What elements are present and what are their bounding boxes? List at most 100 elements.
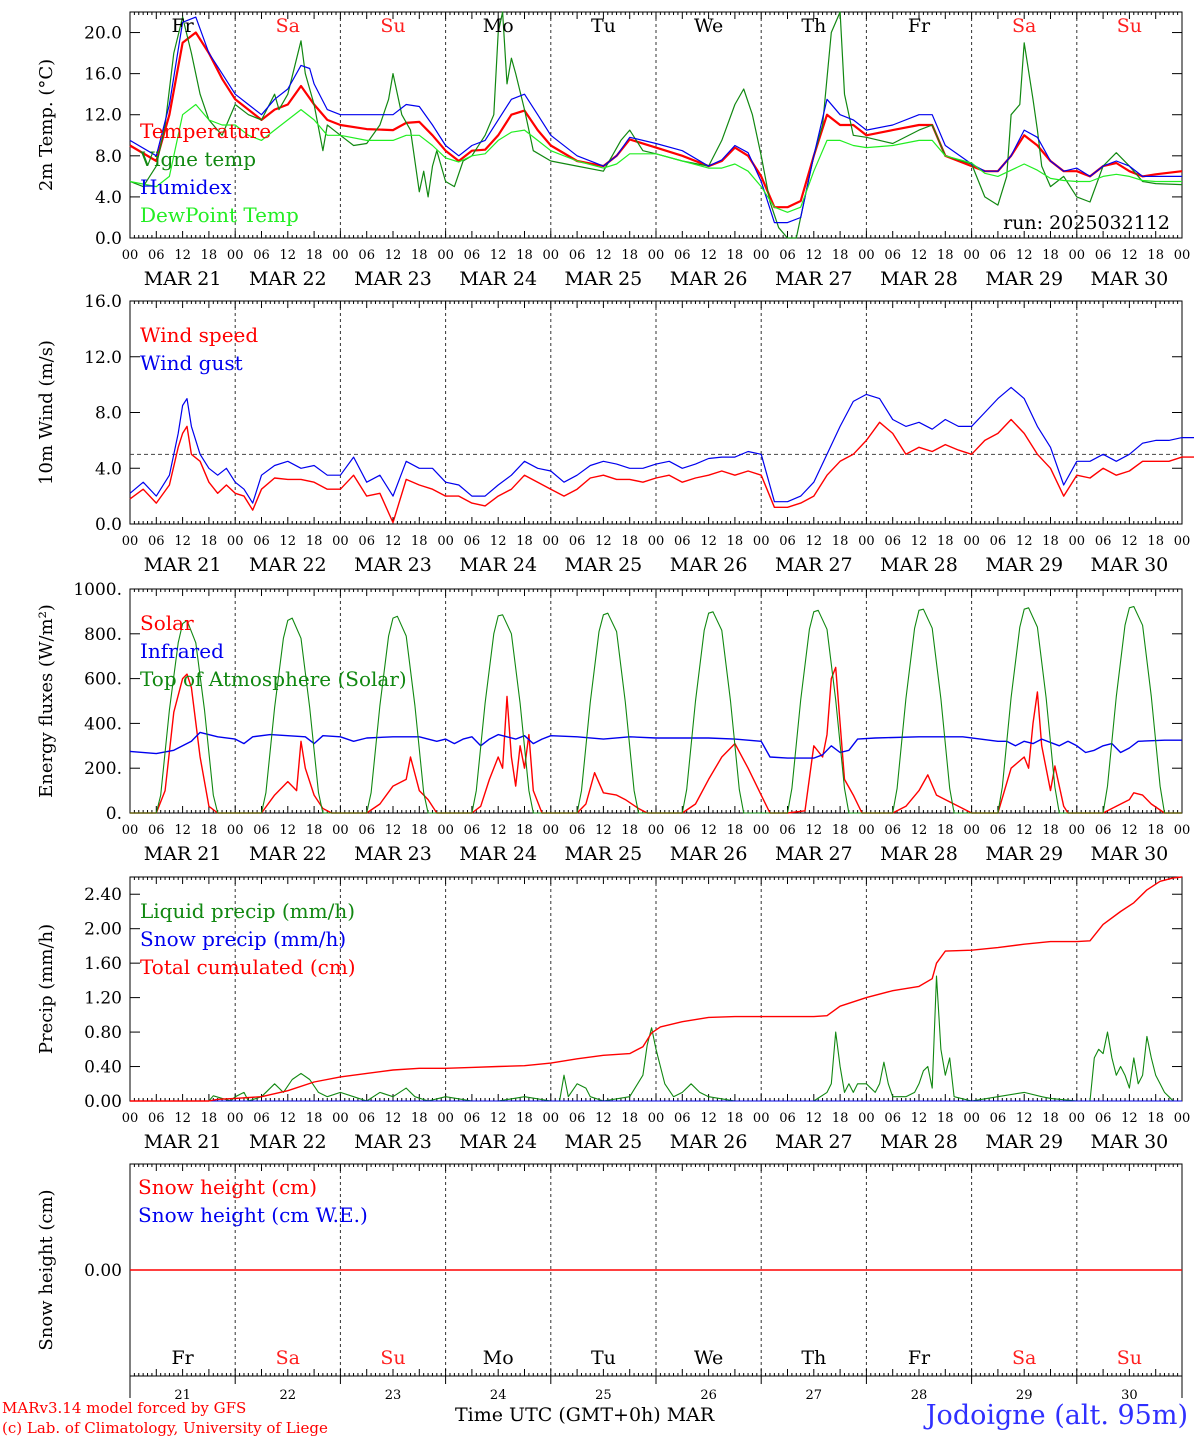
x-hour-label: 12 bbox=[1016, 534, 1033, 549]
x-hour-label: 18 bbox=[411, 534, 428, 549]
x-hour-label: 12 bbox=[1121, 534, 1138, 549]
day-of-week-label: Fr bbox=[908, 15, 931, 37]
x-axis-title: Time UTC (GMT+0h) MAR bbox=[455, 1404, 715, 1426]
x-hour-label: 18 bbox=[1042, 1111, 1059, 1126]
x-hour-label: 12 bbox=[700, 534, 717, 549]
y-tick-label: 0.40 bbox=[84, 1058, 122, 1078]
x-hour-label: 12 bbox=[911, 823, 928, 838]
y-tick-label: 2.00 bbox=[84, 920, 122, 940]
y-tick-label: 0. bbox=[106, 804, 122, 824]
x-hour-label: 00 bbox=[332, 823, 349, 838]
x-hour-label: 18 bbox=[621, 823, 638, 838]
x-hour-label: 00 bbox=[963, 534, 980, 549]
x-hour-label: 06 bbox=[464, 823, 481, 838]
x-date-label: MAR 22 bbox=[249, 554, 327, 576]
x-date-label: MAR 27 bbox=[775, 1131, 853, 1153]
panel-frame bbox=[129, 300, 1183, 525]
y-tick-label: 400. bbox=[84, 714, 122, 734]
x-hour-label: 18 bbox=[1042, 248, 1059, 263]
x-hour-label: 12 bbox=[1016, 248, 1033, 263]
x-hour-label: 00 bbox=[122, 1111, 139, 1126]
day-of-week-label: Su bbox=[380, 15, 405, 37]
x-day-number: 24 bbox=[490, 1388, 507, 1403]
x-hour-label: 00 bbox=[122, 823, 139, 838]
x-hour-label: 12 bbox=[490, 248, 507, 263]
x-hour-label: 18 bbox=[621, 534, 638, 549]
x-hour-label: 06 bbox=[674, 1111, 691, 1126]
day-of-week-label: Sa bbox=[1012, 15, 1036, 37]
x-hour-label: 18 bbox=[201, 1111, 218, 1126]
x-hour-label: 18 bbox=[727, 534, 744, 549]
legend-entry: Total cumulated (cm) bbox=[140, 955, 356, 979]
x-date-label: MAR 27 bbox=[775, 268, 853, 290]
x-hour-label: 12 bbox=[385, 248, 402, 263]
x-hour-label: 12 bbox=[490, 534, 507, 549]
x-hour-label: 18 bbox=[201, 823, 218, 838]
x-hour-label: 12 bbox=[490, 1111, 507, 1126]
x-hour-label: 12 bbox=[174, 1111, 191, 1126]
x-hour-label: 12 bbox=[1121, 248, 1138, 263]
x-day-number: 21 bbox=[174, 1388, 191, 1403]
x-hour-label: 06 bbox=[674, 534, 691, 549]
x-date-label: MAR 23 bbox=[354, 554, 432, 576]
x-hour-label: 00 bbox=[332, 534, 349, 549]
y-tick-label: 4.0 bbox=[95, 459, 122, 479]
x-hour-label: 12 bbox=[280, 1111, 297, 1126]
day-of-week-label: Fr bbox=[171, 1347, 194, 1369]
x-date-label: MAR 29 bbox=[985, 1131, 1063, 1153]
x-hour-label: 18 bbox=[937, 1111, 954, 1126]
x-date-label: MAR 29 bbox=[985, 268, 1063, 290]
y-tick-label: 20.0 bbox=[84, 24, 122, 44]
x-hour-label: 12 bbox=[595, 248, 612, 263]
day-of-week-label: Sa bbox=[276, 1347, 300, 1369]
x-date-label: MAR 22 bbox=[249, 1131, 327, 1153]
series-line bbox=[130, 876, 1183, 1102]
x-hour-label: 12 bbox=[806, 534, 823, 549]
x-hour-label: 00 bbox=[122, 534, 139, 549]
x-hour-label: 06 bbox=[569, 248, 586, 263]
x-hour-label: 18 bbox=[1147, 248, 1164, 263]
x-hour-label: 18 bbox=[411, 248, 428, 263]
x-hour-label: 18 bbox=[306, 823, 323, 838]
x-date-label: MAR 22 bbox=[249, 268, 327, 290]
x-hour-label: 00 bbox=[1069, 534, 1086, 549]
x-hour-label: 06 bbox=[990, 534, 1007, 549]
x-hour-label: 06 bbox=[148, 248, 165, 263]
x-hour-label: 00 bbox=[753, 1111, 770, 1126]
x-hour-label: 18 bbox=[937, 534, 954, 549]
panel-3: 0. 200. 400. 600. 800. 1000. Energy fluxes (W/… bbox=[36, 580, 1190, 865]
legend-entry: Snow height (cm W.E.) bbox=[138, 1203, 368, 1227]
x-hour-label: 06 bbox=[1095, 823, 1112, 838]
x-hour-label: 06 bbox=[464, 248, 481, 263]
x-hour-label: 00 bbox=[227, 248, 244, 263]
x-date-label: MAR 27 bbox=[775, 843, 853, 865]
y-tick-label: 8.0 bbox=[95, 147, 122, 167]
x-hour-label: 06 bbox=[1095, 1111, 1112, 1126]
x-hour-label: 06 bbox=[358, 248, 375, 263]
x-hour-label: 00 bbox=[963, 248, 980, 263]
x-hour-label: 06 bbox=[674, 248, 691, 263]
x-date-label: MAR 24 bbox=[459, 554, 537, 576]
x-hour-label: 18 bbox=[937, 823, 954, 838]
x-hour-label: 06 bbox=[569, 534, 586, 549]
x-hour-label: 00 bbox=[1174, 248, 1191, 263]
x-date-label: MAR 25 bbox=[565, 554, 643, 576]
x-hour-label: 18 bbox=[832, 248, 849, 263]
x-hour-label: 00 bbox=[543, 534, 560, 549]
x-date-label: MAR 25 bbox=[565, 843, 643, 865]
x-hour-label: 18 bbox=[516, 248, 533, 263]
x-hour-label: 00 bbox=[753, 248, 770, 263]
day-of-week-label: Th bbox=[801, 15, 826, 37]
y-axis-title: Snow height (cm) bbox=[36, 1189, 57, 1350]
x-hour-label: 06 bbox=[1095, 534, 1112, 549]
x-date-label: MAR 25 bbox=[565, 268, 643, 290]
x-date-label: MAR 25 bbox=[565, 1131, 643, 1153]
legend-entry: Vigne temp bbox=[139, 147, 256, 171]
x-hour-label: 06 bbox=[358, 823, 375, 838]
x-hour-label: 18 bbox=[727, 823, 744, 838]
x-hour-label: 06 bbox=[779, 1111, 796, 1126]
x-day-number: 23 bbox=[385, 1388, 402, 1403]
x-date-label: MAR 28 bbox=[880, 268, 958, 290]
x-hour-label: 00 bbox=[227, 1111, 244, 1126]
y-tick-label: 0.80 bbox=[84, 1023, 122, 1043]
